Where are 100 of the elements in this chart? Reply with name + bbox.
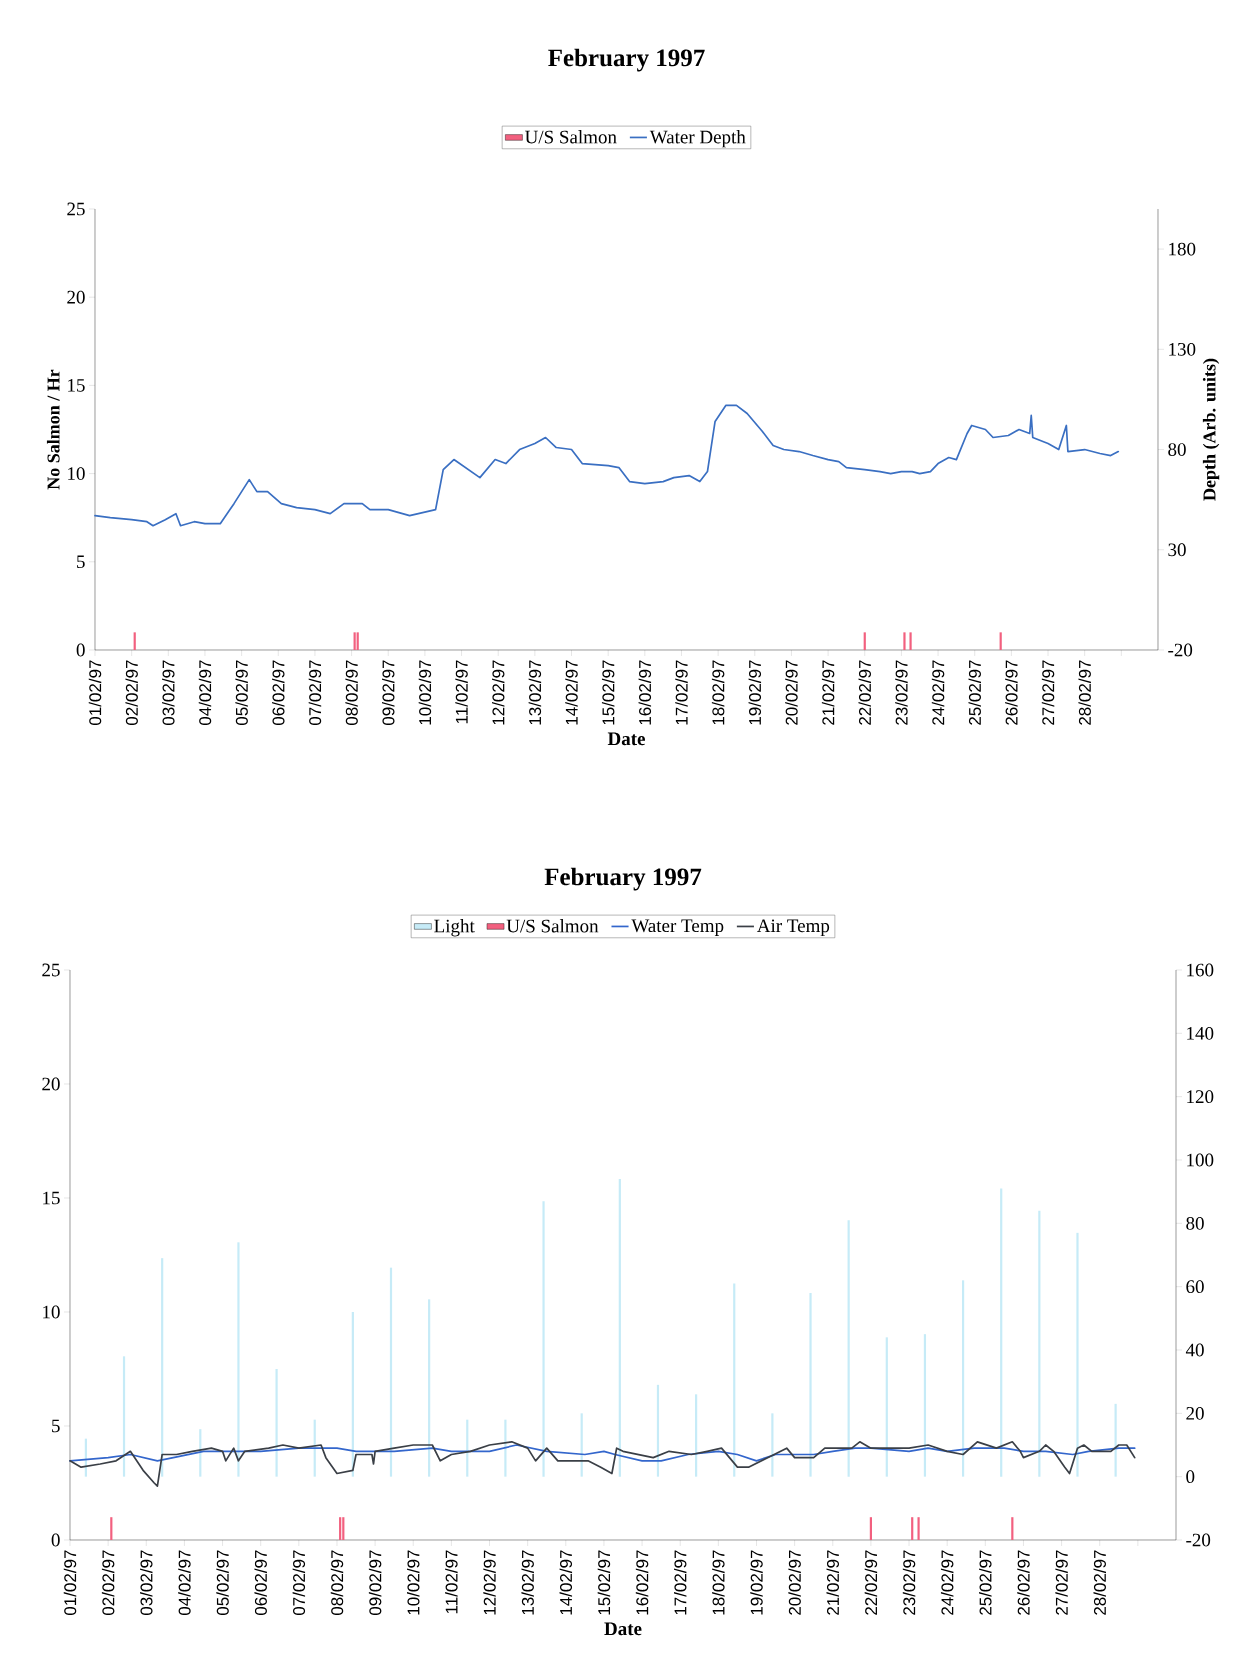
legend-label: Water Temp (631, 919, 724, 936)
bar (275, 1369, 278, 1477)
bar (1076, 1232, 1079, 1477)
x-tick-label: 17/02/97 (675, 660, 688, 725)
y2-tick-label: 80 (1168, 443, 1186, 456)
x-axis-title: Date (607, 732, 645, 746)
x-tick-label: 27/02/97 (1055, 1550, 1068, 1615)
x-tick-label: 04/02/97 (198, 660, 212, 726)
y2-tick-label: 30 (1168, 543, 1186, 557)
x-tick-label: 19/02/97 (750, 1550, 763, 1615)
y2-tick-label: 60 (1186, 1280, 1204, 1294)
bar (695, 1394, 698, 1477)
bar (122, 1356, 126, 1477)
x-tick-label: 07/02/97 (292, 1550, 306, 1616)
x-tick-label: 10/02/97 (407, 1550, 420, 1615)
y-tick-label: 5 (77, 555, 85, 569)
x-tick-label: 11/02/97 (455, 660, 468, 724)
x-tick-label: 13/02/97 (521, 1550, 534, 1615)
x-tick-label: 13/02/97 (528, 660, 542, 725)
legend-label: U/S Salmon (506, 919, 599, 933)
bar (237, 1242, 240, 1477)
legend-label: Air Temp (756, 919, 830, 937)
x-tick-label: 12/02/97 (483, 1550, 496, 1615)
y2-tick-label: 80 (1186, 1216, 1204, 1230)
y-tick-label: 15 (68, 379, 85, 392)
bar (504, 1419, 507, 1477)
x-tick-label: 16/02/97 (635, 1550, 649, 1615)
y2-tick-label: -20 (1186, 1533, 1211, 1547)
x-tick-label: 19/02/97 (748, 660, 762, 725)
x-tick-label: 02/02/97 (101, 1550, 115, 1616)
x-tick-label: 09/02/97 (368, 1550, 382, 1616)
x-tick-label: 12/02/97 (491, 660, 505, 725)
x-tick-label: 05/02/97 (216, 1550, 229, 1616)
bar (885, 1337, 888, 1477)
x-tick-label: 07/02/97 (308, 660, 322, 726)
y2-tick-label: 160 (1187, 963, 1214, 977)
x-tick-label: 15/02/97 (597, 1550, 611, 1615)
bar (809, 1292, 812, 1477)
x-tick-label: 23/02/97 (902, 1550, 916, 1615)
x-tick-label: 25/02/97 (968, 660, 981, 725)
y2-tick-label: 180 (1169, 242, 1196, 256)
x-axis-title: Date (604, 1622, 642, 1636)
y-tick-label: 25 (42, 963, 60, 977)
x-tick-label: 26/02/97 (1005, 660, 1018, 725)
bar (847, 1220, 850, 1477)
x-tick-label: 04/02/97 (178, 1550, 191, 1616)
y-tick-label: 0 (76, 643, 85, 657)
x-tick-label: 20/02/97 (785, 660, 798, 725)
x-tick-label: 03/02/97 (140, 1550, 153, 1616)
chart-title: February 1997 (544, 867, 702, 891)
x-tick-label: 17/02/97 (673, 1550, 687, 1615)
line-series (94, 404, 1120, 527)
x-tick-label: 06/02/97 (272, 660, 285, 726)
x-tick-label: 01/02/97 (88, 660, 102, 726)
bar (923, 1334, 927, 1477)
legend-label: Light (434, 919, 475, 937)
x-tick-label: 28/02/97 (1078, 660, 1091, 725)
y2-tick-label: 40 (1185, 1343, 1204, 1357)
x-tick-label: 09/02/97 (382, 660, 395, 726)
x-tick-label: 14/02/97 (565, 660, 578, 725)
y2-tick-label: 100 (1187, 1153, 1214, 1167)
x-tick-label: 02/02/97 (125, 660, 138, 726)
x-tick-label: 21/02/97 (826, 1550, 840, 1615)
y2-tick-label: 130 (1169, 342, 1196, 356)
y2-tick-label: 140 (1187, 1026, 1214, 1040)
x-tick-label: 18/02/97 (711, 660, 725, 725)
y-tick-label: 5 (52, 1419, 60, 1433)
y2-tick-label: 120 (1187, 1090, 1214, 1104)
x-tick-label: 16/02/97 (638, 660, 652, 725)
y-tick-label: 10 (43, 1305, 60, 1319)
x-tick-label: 18/02/97 (712, 1550, 725, 1615)
x-tick-label: 08/02/97 (330, 1550, 344, 1616)
y-tick-label: 15 (43, 1191, 60, 1205)
x-tick-label: 14/02/97 (559, 1550, 573, 1615)
bar (1038, 1210, 1041, 1477)
x-tick-label: 24/02/97 (940, 1550, 954, 1615)
chart-title: February 1997 (548, 48, 705, 72)
x-tick-label: 06/02/97 (254, 1550, 267, 1616)
x-tick-label: 15/02/97 (601, 660, 615, 725)
y-tick-label: 0 (51, 1533, 60, 1547)
x-tick-label: 11/02/97 (445, 1550, 458, 1614)
x-tick-label: 10/02/97 (418, 660, 432, 725)
y-tick-label: 25 (67, 202, 85, 216)
x-tick-label: 28/02/97 (1093, 1550, 1106, 1615)
x-tick-label: 03/02/97 (162, 660, 175, 726)
x-tick-label: 27/02/97 (1041, 660, 1055, 725)
x-tick-label: 25/02/97 (979, 1550, 992, 1615)
y-tick-label: 20 (67, 290, 85, 304)
y-axis-title: No Salmon / Hr (46, 369, 60, 490)
legend-label: Water Depth (649, 130, 746, 148)
x-tick-label: 22/02/97 (864, 1550, 878, 1615)
bar (428, 1299, 431, 1477)
bar (1000, 1188, 1003, 1477)
y2-tick-label: -20 (1168, 643, 1193, 657)
x-tick-label: 23/02/97 (895, 660, 908, 725)
x-tick-label: 26/02/97 (1017, 1550, 1030, 1615)
x-tick-label: 21/02/97 (821, 660, 835, 725)
y-tick-label: 10 (68, 467, 85, 480)
x-tick-label: 20/02/97 (788, 1550, 801, 1615)
x-tick-label: 22/02/97 (858, 660, 872, 725)
